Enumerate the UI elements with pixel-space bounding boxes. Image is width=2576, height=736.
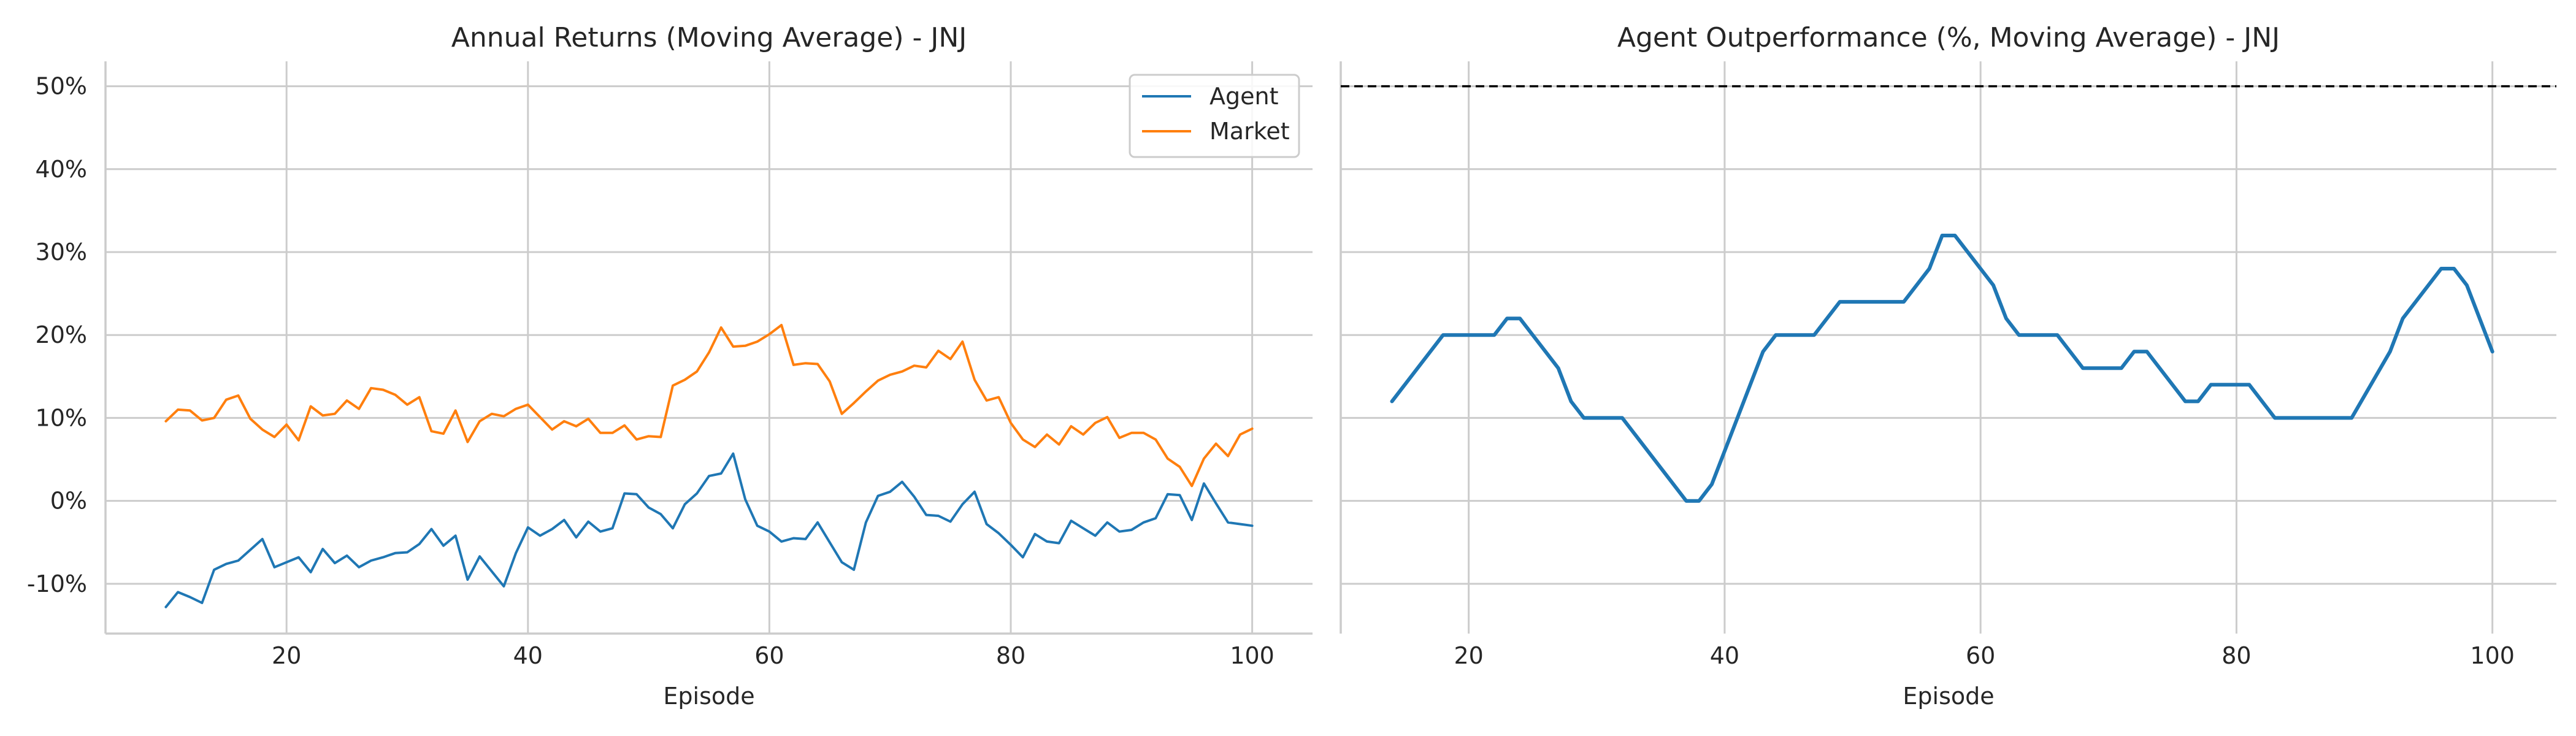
x-tick-label: 100 [1230, 642, 1275, 669]
x-tick-label: 40 [1710, 642, 1739, 669]
x-tick-label: 60 [754, 642, 784, 669]
x-tick-labels-right: 20 40 60 80 100 [1454, 642, 2514, 669]
series-right [1390, 234, 2494, 503]
x-tick-label: 80 [996, 642, 1025, 669]
y-tick-label: 50% [36, 73, 87, 100]
series-line-agent [164, 452, 1254, 608]
y-tick-label: 40% [36, 156, 87, 183]
x-tick-label: 20 [272, 642, 301, 669]
y-tick-label: -10% [27, 570, 87, 597]
x-tick-label: 80 [2221, 642, 2251, 669]
y-tick-label: 10% [36, 404, 87, 431]
x-tick-labels-left: 20 40 60 80 100 [272, 642, 1275, 669]
x-tick-label: 40 [513, 642, 543, 669]
legend: Agent Market [1129, 74, 1300, 158]
x-axis-label-left: Episode [663, 683, 754, 710]
legend-label-agent: Agent [1209, 83, 1278, 110]
y-tick-label: 20% [36, 321, 87, 348]
x-axis-label-right: Episode [1903, 683, 1994, 710]
x-tick-label: 100 [2470, 642, 2515, 669]
x-tick-label: 60 [1966, 642, 1995, 669]
y-tick-label: 30% [36, 239, 87, 266]
x-tick-label: 20 [1454, 642, 1483, 669]
chart-title-right: Agent Outperformance (%, Moving Average)… [1617, 22, 2280, 53]
series-left [164, 324, 1254, 608]
y-tick-label: 0% [50, 488, 87, 515]
series-line-outperformance [1390, 234, 2494, 503]
y-tick-labels-left: -10% 0% 10% 20% 30% 40% 50% [27, 73, 87, 597]
grid-right [1341, 61, 2556, 634]
annual-returns-chart: -10% 0% 10% 20% 30% 40% 50% 20 40 60 80 100 Annual… [27, 22, 1313, 710]
series-line-market [164, 324, 1254, 488]
chart-title-left: Annual Returns (Moving Average) - JNJ [451, 22, 967, 53]
agent-outperformance-chart: 20 40 60 80 100 Agent Outperformance (%, Mov… [1340, 22, 2556, 710]
legend-label-market: Market [1209, 118, 1290, 145]
